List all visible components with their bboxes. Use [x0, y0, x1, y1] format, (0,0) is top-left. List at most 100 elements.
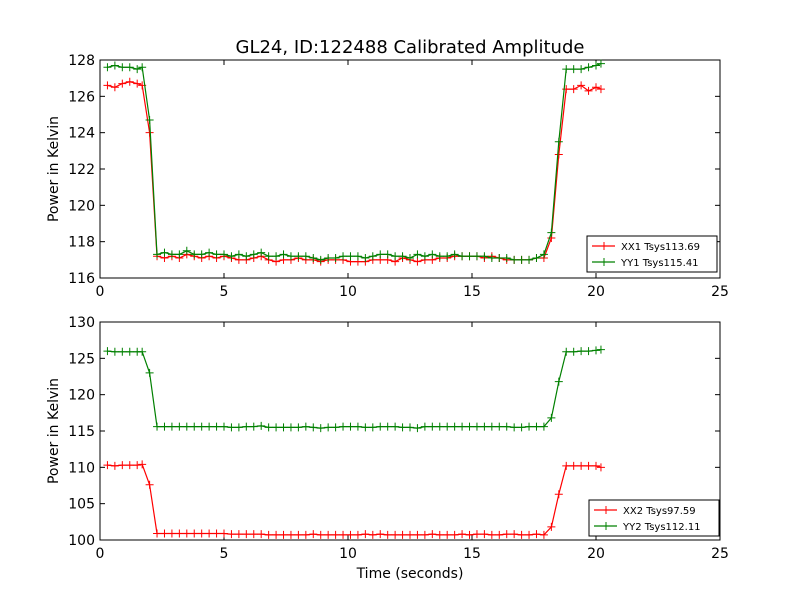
bottom-series-2-point [103, 347, 112, 356]
bottom-series-2-point [279, 423, 288, 432]
bottom-series-2-point [145, 368, 154, 377]
top-series-1-point [554, 150, 563, 159]
bottom-series-1-point [145, 480, 154, 489]
top-series-1-point [413, 257, 422, 266]
bottom-series-2-point [376, 422, 385, 431]
bottom-y-tick-label: 105 [68, 497, 95, 513]
bottom-y-tick-label: 130 [68, 315, 95, 331]
bottom-series-1-point [383, 530, 392, 539]
bottom-series-1-point [443, 530, 452, 539]
bottom-plot-panel: 0 5 10 15 20 25 100 105 110 115 120 125 130 XX2 Tsys9… [68, 315, 729, 562]
top-y-tick-label: 124 [68, 126, 95, 142]
top-series-2-point [133, 65, 142, 74]
bottom-series-2-point [577, 347, 586, 356]
top-x-tick-label: 5 [220, 284, 229, 300]
bottom-legend-marker [602, 506, 610, 514]
top-series-2-point [361, 254, 370, 263]
bottom-series-2-point [472, 422, 481, 431]
top-legend-box [586, 235, 718, 273]
bottom-series-1-point [487, 530, 496, 539]
top-series-2-point [153, 250, 162, 259]
bottom-series-2-point [525, 422, 534, 431]
bottom-series-2-point [539, 422, 548, 431]
bottom-series-2-point [495, 422, 504, 431]
bottom-legend-label: XX2 Tsys97.59 [623, 506, 696, 517]
bottom-series-1-point [346, 530, 355, 539]
top-series-2-point [450, 250, 459, 259]
top-series-2-point [435, 252, 444, 261]
bottom-series-1-point [368, 530, 377, 539]
top-series-1-point [110, 83, 119, 92]
bottom-series-1-point [539, 530, 548, 539]
bottom-series-2-point [175, 422, 184, 431]
top-legend-marker [600, 258, 608, 266]
bottom-series-1-point [264, 530, 273, 539]
top-series-2-point [339, 252, 348, 261]
top-series-2-point [331, 254, 340, 263]
bottom-series-1-point [525, 530, 534, 539]
top-legend-marker [600, 242, 608, 250]
top-series-2-point [227, 252, 236, 261]
bottom-series-1-point [331, 530, 340, 539]
top-series-2-point [286, 252, 295, 261]
bottom-series-2-point [331, 423, 340, 432]
bottom-series-1-point [391, 530, 400, 539]
bottom-series-2-point [510, 423, 519, 432]
top-series-2-point [160, 248, 169, 257]
bottom-series-2-point [160, 422, 169, 431]
top-series-1-point [584, 86, 593, 95]
top-series-2-point [279, 250, 288, 259]
bottom-series-2-point [190, 422, 199, 431]
top-legend: XX1 Tsys113.69 YY1 Tsys115.41 [586, 235, 718, 273]
bottom-series-2-point [547, 413, 556, 422]
top-series-2-point [458, 252, 467, 261]
bottom-series-1-point [420, 530, 429, 539]
bottom-series-2-point [406, 423, 414, 432]
top-series-2-point [547, 228, 556, 237]
top-series-2-point [562, 65, 571, 74]
bottom-series-1-point [592, 461, 600, 470]
top-x-tick-label: 10 [339, 284, 357, 300]
bottom-series-1-point [286, 530, 295, 539]
top-series-2-point [234, 250, 243, 259]
bottom-series-1-point [450, 530, 459, 539]
bottom-series-2-point [465, 422, 474, 431]
bottom-series-2-point [272, 423, 281, 432]
bottom-series-1-point [133, 461, 142, 470]
bottom-series-1-point [398, 530, 407, 539]
top-series-1-point [577, 81, 586, 90]
bottom-series-2-point [138, 347, 147, 356]
top-series-2-point [368, 252, 377, 261]
top-x-tick-label: 15 [463, 284, 481, 300]
top-series-2-point [103, 63, 112, 72]
top-series-2-point [413, 250, 422, 259]
top-series-2-point [316, 255, 325, 264]
bottom-series-2-point [301, 422, 310, 431]
bottom-series-1-point [220, 529, 228, 538]
bottom-series-2-point [435, 422, 444, 431]
bottom-series-1-point [569, 461, 578, 470]
top-series-2-point [539, 250, 548, 259]
bottom-series-1-point [249, 530, 258, 539]
bottom-x-tick-label: 10 [339, 546, 357, 562]
bottom-series-1-point [465, 530, 474, 539]
bottom-series-1-point [480, 530, 489, 539]
top-series-2-point [596, 59, 605, 68]
bottom-series-1-point [406, 530, 414, 539]
bottom-series-2-point [420, 422, 429, 431]
bottom-series-2-point [324, 423, 333, 432]
bottom-series-1-point [272, 530, 281, 539]
bottom-series-2-point [264, 423, 273, 432]
top-y-tick-label: 128 [68, 53, 95, 69]
bottom-series-1-point [413, 530, 422, 539]
top-series-2-point [145, 115, 154, 124]
bottom-series-1-point [212, 529, 221, 538]
bottom-series-2-point [361, 423, 370, 432]
bottom-series-2-point [197, 422, 206, 431]
bottom-series-1-point [502, 530, 511, 539]
bottom-series-2-point [413, 424, 422, 433]
top-series-2-point [190, 250, 199, 259]
bottom-x-tick-label: 20 [587, 546, 605, 562]
top-y-axis-label: Power in Kelvin [46, 116, 62, 222]
bottom-series-2-point [294, 423, 303, 432]
